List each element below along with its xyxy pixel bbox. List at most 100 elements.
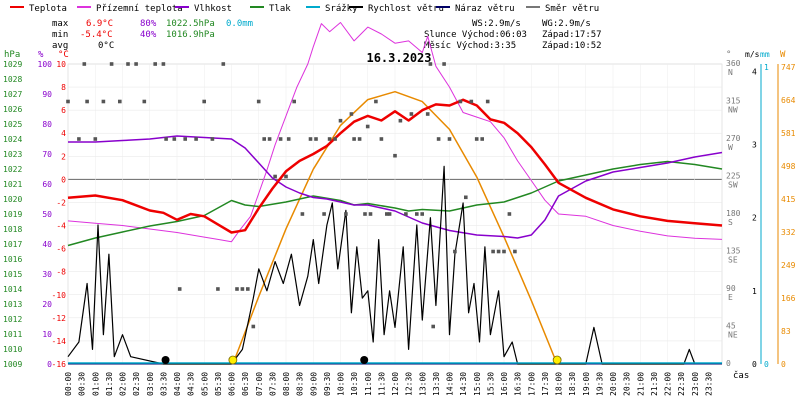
wind-tick: 4: [752, 67, 757, 76]
wind-direction-point: [480, 137, 484, 141]
legend-label: Teplota: [29, 4, 67, 14]
info-moon-rise: Měsíc Východ:3:35: [424, 41, 516, 51]
wind-direction-point: [286, 137, 291, 141]
pressure-tick: 1016: [3, 255, 22, 264]
stats-max-press: 1022.5hPa: [166, 19, 215, 29]
time-tick: 08:30: [296, 372, 305, 396]
wind-direction-point: [496, 249, 501, 254]
direction-label: NW: [728, 106, 738, 115]
chart-title: 16.3.2023: [366, 51, 431, 65]
wind-direction-point: [349, 112, 354, 116]
legend-label: Vlhkost: [194, 4, 232, 14]
direction-label: E: [728, 293, 733, 302]
temperature-tick: 2: [61, 152, 66, 161]
info-sun-rise: Slunce Východ:06:03: [424, 30, 527, 40]
sun-marker: [552, 355, 562, 365]
temperature-tick: -8: [56, 268, 66, 277]
humidity-tick: 70: [42, 150, 52, 159]
unit-pct: %: [38, 50, 44, 60]
wind-direction-point: [314, 137, 318, 141]
pressure-tick: 1023: [3, 150, 22, 159]
time-tick: 15:00: [473, 372, 482, 396]
wind-direction-point: [338, 118, 343, 123]
time-tick: 23:00: [691, 372, 700, 396]
direction-label: SE: [728, 256, 738, 265]
wind-direction-point: [161, 62, 166, 66]
wind-direction-point: [398, 118, 403, 123]
wind-direction-point: [221, 62, 226, 66]
wind-direction-point: [420, 212, 424, 216]
wind-direction-point: [202, 99, 206, 104]
direction-label: S: [728, 218, 733, 227]
stats-min-temp: -5.4°C: [80, 30, 113, 40]
wind-direction-point: [210, 137, 215, 141]
temperature-tick: -2: [56, 198, 66, 207]
time-tick: 08:00: [282, 372, 291, 396]
direction-tick: 135: [726, 247, 741, 256]
pressure-tick: 1027: [3, 90, 22, 99]
stats-panel: max 6.9°C 80% 1022.5hPa 0.0mm min -5.4°C…: [52, 19, 253, 51]
pressure-tick: 1024: [3, 135, 22, 144]
wind-direction-point: [442, 62, 446, 66]
wind-tick: 0: [752, 360, 757, 369]
info-sun-set: Západ:17:57: [542, 30, 602, 40]
pressure-tick: 1028: [3, 75, 22, 84]
temperature-tick: 8: [61, 83, 66, 92]
wind-direction-point: [134, 62, 138, 66]
wind-direction-point: [363, 212, 367, 216]
wind-direction-point: [153, 62, 157, 66]
wind-direction-point: [393, 153, 397, 158]
pressure-tick: 1015: [3, 270, 22, 279]
wind-direction-point: [251, 324, 256, 329]
wind-direction-point: [409, 112, 414, 116]
direction-label: NE: [728, 331, 738, 340]
wind-direction-point: [142, 99, 147, 104]
wind-direction-point: [458, 99, 463, 104]
time-tick: 10:30: [350, 372, 359, 396]
wind-direction-point: [379, 137, 384, 141]
stats-max-hum: 80%: [140, 19, 157, 29]
pressure-tick: 1010: [3, 345, 22, 354]
direction-tick: 90: [726, 284, 736, 293]
axis-unit-labels: hPa % °C ° m/s mm W čas: [4, 50, 786, 381]
legend-label: Přízemní teplota: [96, 4, 183, 14]
time-tick: 22:30: [677, 372, 686, 396]
wind-direction-point: [322, 212, 326, 216]
temperature-tick: -14: [52, 337, 67, 346]
humidity-tick: 60: [42, 180, 52, 189]
temperature-tick: -6: [56, 245, 66, 254]
legend-label: Srážky: [325, 4, 358, 14]
sun-moon-markers: [161, 355, 562, 365]
wind-direction-point: [513, 249, 517, 254]
wind-direction-point: [368, 212, 373, 216]
wind-direction-point: [333, 137, 337, 141]
time-tick: 03:00: [146, 372, 155, 396]
wind-direction-point: [453, 249, 457, 254]
temperature-tick: -10: [52, 291, 67, 300]
wind-tick: 3: [752, 140, 757, 149]
unit-wm2: W: [780, 50, 786, 60]
time-tick: 10:00: [337, 372, 346, 396]
stats-max-temp: 6.9°C: [86, 19, 113, 29]
time-tick: 17:00: [527, 372, 536, 396]
wind-direction-point: [385, 212, 389, 216]
time-tick: 05:30: [214, 372, 223, 396]
time-tick: 20:30: [623, 372, 632, 396]
series-line: [67, 22, 723, 243]
direction-tick: 225: [726, 172, 741, 181]
wind-direction-point: [235, 287, 239, 291]
wind-direction-point: [284, 174, 288, 179]
time-tick: 20:00: [609, 372, 618, 396]
direction-label: SW: [728, 181, 738, 190]
wind-direction-point: [387, 212, 392, 216]
direction-tick: 360: [726, 59, 741, 68]
pressure-tick: 1021: [3, 180, 22, 189]
time-tick: 16:00: [500, 372, 509, 396]
stats-avg-label: avg: [52, 41, 68, 51]
legend: Teplota Přízemní teplota Vlhkost Tlak Srážky…: [10, 4, 599, 14]
time-tick: 21:30: [650, 372, 659, 396]
wind-direction-point: [357, 137, 362, 141]
direction-tick: 315: [726, 97, 741, 106]
time-tick: 12:00: [391, 372, 400, 396]
